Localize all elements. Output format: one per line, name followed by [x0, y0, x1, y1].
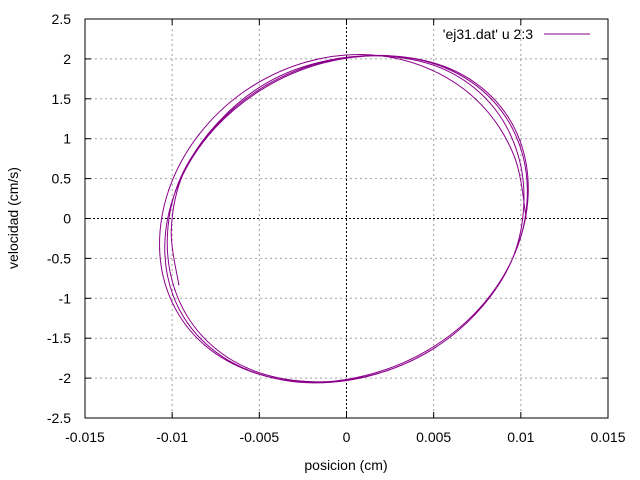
data-point — [475, 312, 477, 315]
data-point — [166, 233, 169, 236]
x-tick-label: 0.005 — [416, 429, 451, 445]
data-point — [527, 193, 529, 196]
data-point — [434, 347, 436, 349]
data-point — [198, 134, 200, 136]
data-point — [445, 69, 447, 71]
data-point — [515, 149, 518, 151]
data-point — [201, 335, 203, 337]
data-point — [174, 288, 176, 291]
data-point — [367, 374, 369, 376]
y-tick-label: -1 — [59, 290, 72, 306]
data-point — [525, 217, 527, 220]
data-point — [513, 156, 516, 158]
data-point — [482, 304, 484, 307]
data-point — [312, 382, 314, 384]
data-point — [444, 66, 447, 68]
series-group — [159, 54, 529, 384]
data-point — [388, 55, 390, 58]
data-point — [171, 301, 173, 303]
data-point — [526, 199, 528, 201]
data-point — [523, 204, 525, 206]
data-point — [172, 293, 174, 295]
data-point — [168, 189, 170, 191]
y-tick-label: -0.5 — [47, 250, 71, 266]
data-point — [200, 338, 202, 340]
data-point — [178, 284, 180, 286]
data-point — [267, 81, 269, 83]
data-point — [510, 260, 512, 263]
y-axis-label: velocidad (cm/s) — [5, 167, 21, 269]
data-point — [303, 381, 306, 383]
data-point — [519, 144, 521, 146]
series-layer — [159, 54, 529, 384]
data-point — [446, 67, 448, 70]
data-point — [245, 89, 248, 91]
legend: 'ej31.dat' u 2:3 — [443, 26, 590, 42]
x-tick-labels: -0.015 -0.01 -0.005 0 0.005 0.01 0.015 — [65, 429, 626, 445]
data-point — [491, 99, 493, 101]
x-tick-label: -0.01 — [156, 429, 188, 445]
data-point — [212, 129, 214, 131]
y-tick-labels: -2.5 -2 -1.5 -1 -0.5 0 0.5 1 1.5 2 2.5 — [47, 11, 71, 426]
plot-frame — [84, 18, 609, 419]
data-point — [325, 60, 327, 62]
data-point — [182, 172, 185, 174]
data-point — [489, 102, 491, 104]
data-point — [170, 229, 172, 231]
data-point — [375, 373, 377, 375]
data-point — [427, 349, 429, 351]
y-tick-label: 2.5 — [52, 11, 72, 27]
data-point — [365, 375, 367, 378]
data-point — [326, 59, 328, 62]
data-point — [477, 308, 480, 311]
x-tick-label: 0 — [343, 429, 351, 445]
y-tick-label: 2 — [63, 51, 71, 67]
data-point — [178, 181, 180, 184]
data-point — [164, 238, 166, 240]
data-point — [159, 248, 161, 250]
x-axis-label: posicion (cm) — [304, 457, 387, 473]
x-tick-label: -0.005 — [239, 429, 279, 445]
data-point — [179, 177, 182, 179]
data-point — [322, 62, 325, 64]
x-tick-label: -0.015 — [65, 429, 105, 445]
data-point — [204, 344, 206, 346]
data-point — [514, 251, 517, 253]
data-point — [386, 55, 388, 57]
data-point — [217, 121, 220, 123]
zero-axes — [85, 19, 608, 418]
data-point — [215, 125, 217, 127]
data-point — [369, 54, 372, 56]
data-point — [262, 87, 265, 90]
legend-entry-label: 'ej31.dat' u 2:3 — [443, 26, 533, 42]
data-point — [303, 380, 305, 382]
y-tick-label: 0.5 — [52, 171, 72, 187]
x-tick-label: 0.01 — [507, 429, 534, 445]
data-point — [490, 95, 492, 98]
y-tick-label: -2 — [59, 370, 72, 386]
x-tick-label: 0.015 — [590, 429, 625, 445]
y-tick-label: 1 — [63, 131, 71, 147]
y-tick-label: -2.5 — [47, 410, 71, 426]
data-point — [425, 352, 427, 354]
data-point — [512, 256, 514, 258]
data-point — [252, 371, 255, 374]
series-line — [159, 54, 529, 384]
grid — [85, 19, 608, 418]
data-point — [305, 61, 307, 63]
y-tick-label: 0 — [63, 211, 71, 227]
data-point — [519, 139, 521, 141]
data-point — [245, 368, 248, 370]
data-point — [431, 69, 433, 71]
y-tick-label: -1.5 — [47, 330, 71, 346]
data-point — [265, 84, 267, 86]
data-point — [246, 367, 248, 369]
y-tick-label: 1.5 — [52, 91, 72, 107]
data-point — [481, 104, 483, 106]
